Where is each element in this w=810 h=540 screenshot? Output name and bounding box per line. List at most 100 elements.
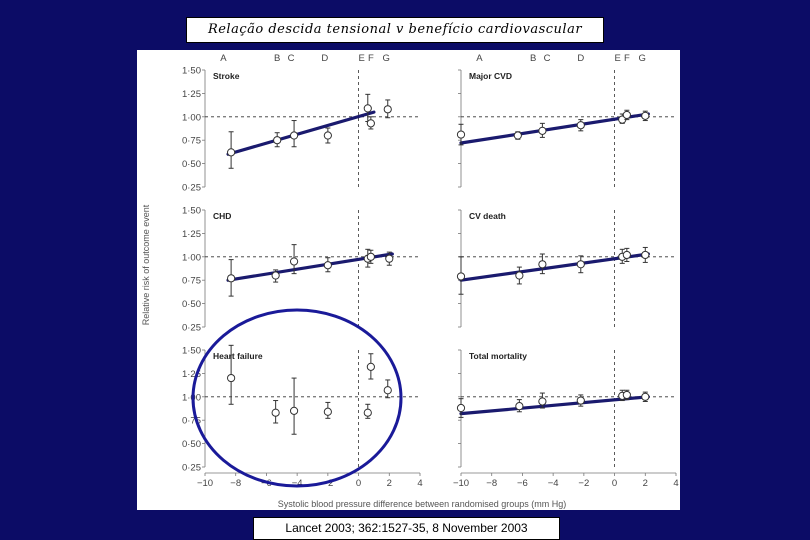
data-point — [273, 132, 282, 148]
x-tick-label: 4 — [417, 478, 422, 489]
point-marker — [366, 362, 375, 371]
y-tick-label: 0·75 — [182, 416, 201, 427]
y-tick-label: 1·50 — [182, 66, 201, 77]
point-marker — [227, 274, 236, 283]
data-point — [576, 394, 585, 407]
trial-letter-c: C — [288, 53, 295, 64]
data-point — [289, 377, 299, 435]
y-tick-label: 1·00 — [182, 392, 201, 403]
data-point — [538, 253, 547, 275]
x-tick-label: 2 — [387, 478, 392, 489]
y-axis-label: Relative risk of outcome event — [141, 204, 151, 325]
trial-letter-e: E — [358, 53, 364, 64]
point-marker — [323, 131, 332, 140]
data-point — [323, 127, 332, 144]
data-point — [289, 120, 299, 148]
point-marker — [289, 257, 299, 266]
point-marker — [271, 271, 280, 280]
x-axis-label: Systolic blood pressure difference betwe… — [278, 499, 566, 509]
y-tick-label: 0·50 — [182, 159, 201, 170]
panel-chd: 1·50 1·25 1·00 0·75 0·50 0·25 CHD — [182, 206, 420, 334]
y-tick-label: 1·50 — [182, 206, 201, 217]
point-marker — [576, 260, 585, 269]
x-tick-label: 0 — [356, 478, 361, 489]
x-tick-label: −4 — [548, 478, 559, 489]
trial-letter-a: A — [220, 53, 227, 64]
fit-line — [459, 112, 650, 145]
y-tick-label: 1·25 — [182, 369, 201, 380]
x-tick-label: −10 — [197, 478, 213, 489]
point-marker — [323, 407, 332, 416]
data-point — [515, 266, 524, 285]
data-point — [363, 93, 372, 122]
point-marker — [227, 148, 236, 157]
point-marker — [383, 386, 392, 395]
point-marker — [383, 105, 392, 114]
panel-major-cvd: Major CVD — [456, 69, 676, 188]
data-point — [456, 123, 466, 146]
x-tick-label: −8 — [486, 478, 497, 489]
x-tick-label: −8 — [230, 478, 241, 489]
data-point — [538, 122, 547, 138]
point-marker — [366, 252, 375, 261]
panel-title: CV death — [469, 211, 506, 221]
point-marker — [363, 104, 372, 113]
trial-letter-c: C — [544, 53, 551, 64]
point-marker — [366, 119, 375, 128]
point-marker — [576, 396, 585, 405]
x-tick-label: −4 — [292, 478, 303, 489]
data-point — [383, 379, 392, 399]
figure-panel: A B C D E F G A B C D E F G 1·50 1·25 1·00 0·75 0·50 0·25 St… — [137, 50, 680, 510]
data-point — [538, 392, 547, 409]
x-tick-label: 0 — [612, 478, 617, 489]
point-marker — [515, 271, 524, 280]
fit-line — [459, 395, 650, 416]
data-point — [366, 353, 375, 380]
y-tick-label: 0·25 — [182, 183, 201, 194]
data-point — [385, 251, 394, 266]
data-point — [641, 110, 650, 122]
point-marker — [289, 131, 299, 140]
data-point — [323, 401, 332, 419]
fit-line — [226, 110, 376, 156]
trial-letter-f: F — [368, 53, 374, 64]
point-marker — [456, 272, 466, 281]
panel-title: Total mortality — [469, 351, 527, 361]
point-marker — [538, 260, 547, 269]
y-tick-label: 1·50 — [182, 346, 201, 357]
trial-letter-d: D — [321, 53, 328, 64]
point-marker — [538, 126, 547, 135]
trial-letter-d: D — [577, 53, 584, 64]
panel-title: Stroke — [213, 71, 240, 81]
trial-letter-a: A — [476, 53, 483, 64]
data-point — [622, 389, 631, 401]
panel-stroke: 1·50 1·25 1·00 0·75 0·50 0·25 Stroke — [182, 66, 420, 194]
trial-letter-e: E — [614, 53, 620, 64]
data-point — [323, 257, 332, 273]
point-marker — [641, 250, 650, 260]
point-marker — [622, 250, 631, 260]
data-point — [289, 244, 299, 275]
chart-svg: A B C D E F G A B C D E F G1·501·251·000·750·500·25St… — [141, 53, 679, 509]
point-marker — [513, 131, 522, 140]
trial-letter-b: B — [530, 53, 536, 64]
data-point — [271, 269, 280, 283]
point-marker — [289, 406, 299, 415]
data-point — [366, 249, 375, 264]
point-marker — [456, 130, 466, 139]
point-marker — [538, 397, 547, 406]
y-tick-label: 1·00 — [182, 252, 201, 263]
x-tick-label: 2 — [643, 478, 648, 489]
data-point — [622, 109, 631, 121]
point-marker — [576, 121, 585, 130]
data-point — [227, 259, 236, 297]
y-tick-label: 0·75 — [182, 136, 201, 147]
point-marker — [363, 408, 372, 417]
panel-title: CHD — [213, 211, 231, 221]
trial-letter-g: G — [639, 53, 646, 64]
data-point — [227, 131, 236, 169]
panel-cv-death: CV death — [456, 209, 676, 328]
panel-heart-failure: 1·50 1·25 1·00 0·75 0·50 0·25 Heart failure −10… — [182, 344, 423, 489]
point-marker — [515, 402, 524, 411]
panel-total-mortality: Total mortality −10 −8 −6 −4 −2 0 2 4 — [453, 349, 679, 489]
